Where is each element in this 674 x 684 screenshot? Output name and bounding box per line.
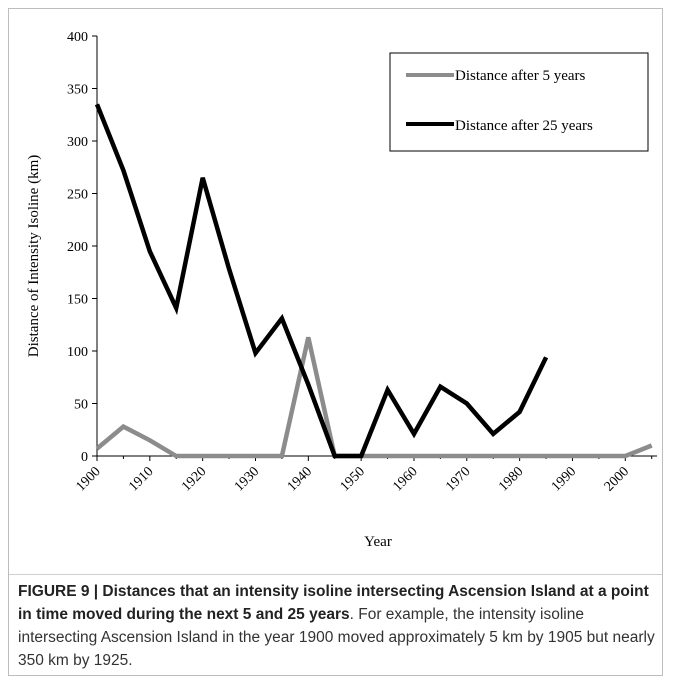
series-line-25yr — [94, 103, 549, 459]
x-tick-label: 1940 — [285, 464, 315, 494]
caption-text: . For example, the intensity isoline int… — [18, 606, 655, 669]
y-axis-title: Distance of Intensity Isoline (km) — [26, 155, 42, 357]
y-tick-label: 350 — [67, 83, 88, 98]
legend-label-25yr: Distance after 25 years — [455, 118, 593, 134]
x-tick-label: 1960 — [390, 464, 420, 494]
y-tick-label: 50 — [74, 398, 88, 413]
legend-label-5yr: Distance after 5 years — [455, 68, 586, 84]
x-tick-label: 2000 — [602, 464, 632, 494]
x-tick-label: 1910 — [126, 464, 156, 494]
series-layer — [94, 103, 653, 459]
caption-divider — [9, 574, 662, 575]
y-tick-label: 400 — [67, 30, 88, 45]
x-tick-label: 1970 — [443, 464, 473, 494]
y-tick-label: 250 — [67, 188, 88, 203]
x-tick-label: 1930 — [232, 464, 262, 494]
series-line-5yr — [95, 336, 653, 459]
x-tick-label: 1900 — [73, 464, 103, 494]
line-chart: 0 50 100 150 200 250 300 350 400 1900 1910 1920 193… — [26, 30, 657, 550]
y-tick-label: 100 — [67, 345, 88, 360]
y-tick-label: 0 — [81, 450, 88, 465]
x-tick-label: 1920 — [179, 464, 209, 494]
x-tick-label: 1980 — [496, 464, 526, 494]
x-tick-label: 1990 — [549, 464, 579, 494]
legend: Distance after 5 years Distance after 25… — [389, 52, 649, 152]
legend-box — [389, 52, 649, 152]
y-tick-label: 200 — [67, 240, 88, 255]
figure-caption: FIGURE 9 | Distances that an intensity i… — [18, 580, 658, 672]
caption-title: FIGURE 9 | Distances that an intensity i… — [18, 583, 649, 623]
x-axis-title: Year — [364, 534, 392, 550]
x-axis-ticks: 1900 1910 1920 1930 1940 1950 1960 1970 1980 1990… — [73, 456, 653, 495]
x-tick-label: 1950 — [338, 464, 368, 494]
y-tick-label: 150 — [67, 293, 88, 308]
y-axis-ticks: 0 50 100 150 200 250 300 350 400 — [67, 30, 97, 465]
y-tick-label: 300 — [67, 135, 88, 150]
